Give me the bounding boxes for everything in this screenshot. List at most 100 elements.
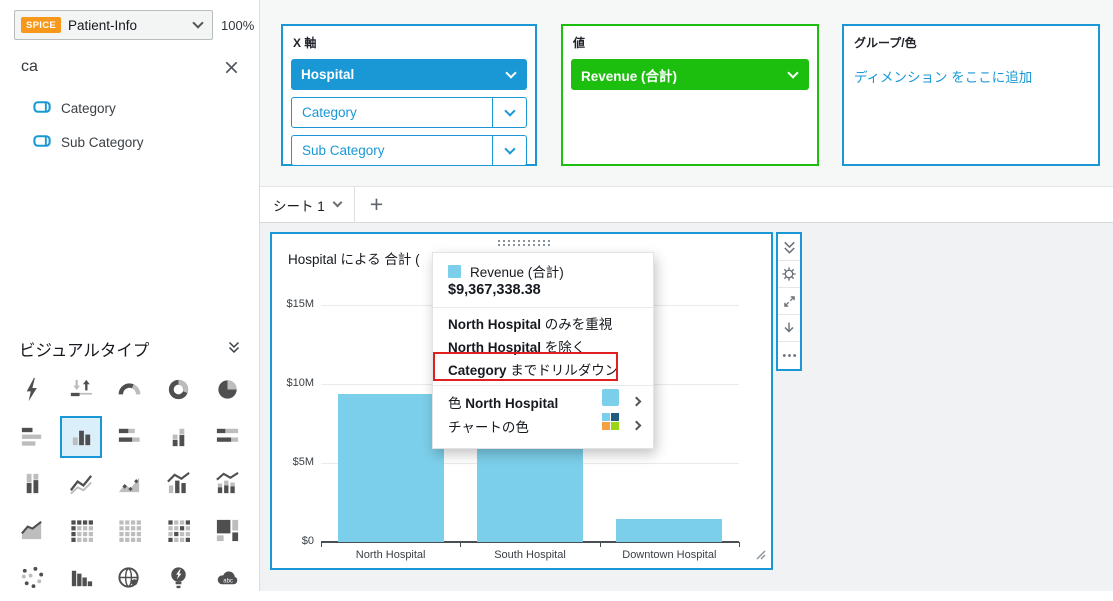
context-menu: Revenue (合計) $9,367,338.38 North Hospita… bbox=[432, 252, 654, 449]
resize-handle[interactable] bbox=[754, 547, 766, 565]
bar-downtown-hospital[interactable] bbox=[616, 518, 723, 542]
y-axis-tick-label: $0 bbox=[301, 535, 314, 547]
field-well-label: X 軸 bbox=[293, 36, 317, 50]
visual-type-horizontal-bar[interactable] bbox=[8, 413, 57, 460]
chevron-down-icon[interactable] bbox=[492, 136, 526, 165]
field-well-group-color: グループ/色 ディメンション をここに追加 bbox=[842, 24, 1100, 166]
visual-type-insights[interactable] bbox=[154, 554, 203, 601]
x-axis-tick bbox=[599, 542, 601, 547]
field-label: Sub Category bbox=[61, 135, 144, 150]
add-dimension-dropzone[interactable]: ディメンション をここに追加 bbox=[854, 70, 1033, 85]
field-well-x-axis: X 軸 Hospital Category Sub Category bbox=[281, 24, 537, 166]
x-axis-category-label: North Hospital bbox=[355, 549, 426, 561]
tab-sheet-1[interactable]: シート 1 bbox=[260, 187, 355, 222]
zoom-level: 100% bbox=[221, 18, 255, 33]
x-axis-category-label: Downtown Hospital bbox=[622, 549, 717, 561]
chevron-down-icon bbox=[787, 66, 799, 79]
visual-type-pie[interactable] bbox=[203, 366, 252, 413]
pill-label: Revenue (合計) bbox=[581, 68, 678, 84]
visual-type-pivot-table[interactable] bbox=[57, 507, 106, 554]
visual-type-treemap[interactable] bbox=[203, 507, 252, 554]
menu-item-chart-colors[interactable]: チャートの色 bbox=[448, 420, 529, 435]
spice-badge: SPICE bbox=[21, 17, 62, 33]
visual-type-area[interactable] bbox=[8, 507, 57, 554]
visual-type-donut[interactable] bbox=[154, 366, 203, 413]
dataset-selector[interactable]: SPICE Patient-Info bbox=[14, 10, 213, 40]
export-icon[interactable] bbox=[778, 315, 800, 342]
field-well-label: グループ/色 bbox=[854, 36, 917, 50]
chevron-right-icon bbox=[631, 393, 642, 408]
pill-label: Category bbox=[302, 105, 357, 120]
color-swatch[interactable] bbox=[602, 389, 619, 406]
y-axis-tick-label: $15M bbox=[286, 298, 314, 310]
datapoint-value: $9,367,338.38 bbox=[448, 282, 541, 298]
x-axis-tick bbox=[460, 542, 462, 547]
visual-type-geospatial-map[interactable] bbox=[106, 554, 155, 601]
field-item-category[interactable]: Category bbox=[33, 100, 144, 117]
dimension-icon bbox=[33, 100, 52, 117]
add-sheet-button[interactable]: + bbox=[369, 191, 384, 217]
svg-text:abc: abc bbox=[223, 579, 233, 585]
clear-search-icon[interactable] bbox=[223, 59, 240, 76]
pill-revenue[interactable]: Revenue (合計) bbox=[571, 59, 809, 90]
pill-hospital[interactable]: Hospital bbox=[291, 59, 527, 90]
visual-type-vertical-bar[interactable] bbox=[57, 413, 106, 460]
visual-type-kpi[interactable] bbox=[57, 366, 106, 413]
visual-type-area-point[interactable] bbox=[106, 460, 155, 507]
visual-type-stacked-bar-line-combo[interactable] bbox=[203, 460, 252, 507]
visual-type-horizontal-stacked-bar[interactable] bbox=[106, 413, 155, 460]
visual-type-autograph[interactable] bbox=[8, 366, 57, 413]
menu-item-color[interactable]: 色 North Hospital bbox=[448, 396, 559, 411]
field-label: Category bbox=[61, 101, 116, 116]
visual-type-scatter[interactable] bbox=[8, 554, 57, 601]
chevron-down-icon[interactable] bbox=[492, 98, 526, 127]
left-panel: SPICE Patient-Info 100% ca Category Sub … bbox=[0, 0, 260, 591]
chevron-down-icon bbox=[332, 197, 343, 208]
visual-type-bar-line-combo[interactable] bbox=[154, 460, 203, 507]
visual-type-line[interactable] bbox=[57, 460, 106, 507]
visual-type-table[interactable] bbox=[106, 507, 155, 554]
visual-types-header: ビジュアルタイプ bbox=[19, 337, 242, 361]
menu-item-drilldown[interactable]: Category までドリルダウン bbox=[448, 363, 619, 378]
menu-divider bbox=[433, 385, 653, 386]
collapse-panel-icon[interactable] bbox=[226, 339, 242, 360]
pill-sub-category[interactable]: Sub Category bbox=[291, 135, 527, 166]
field-item-sub-category[interactable]: Sub Category bbox=[33, 134, 144, 151]
field-list: Category Sub Category bbox=[33, 100, 144, 168]
bar-north-hospital[interactable] bbox=[337, 393, 444, 542]
x-axis-tick bbox=[321, 542, 322, 547]
series-swatch bbox=[448, 264, 461, 278]
x-axis-tick bbox=[739, 542, 740, 547]
palette-swatch[interactable] bbox=[602, 413, 619, 430]
x-axis-category-label: South Hospital bbox=[494, 549, 566, 561]
collapse-icon[interactable] bbox=[778, 234, 800, 261]
settings-icon[interactable] bbox=[778, 261, 800, 288]
field-well-label: 値 bbox=[573, 36, 586, 50]
visual-type-histogram[interactable] bbox=[57, 554, 106, 601]
visual-type-heatmap[interactable] bbox=[154, 507, 203, 554]
visual-title: Hospital による 合計 ( bbox=[288, 252, 420, 267]
menu-item-exclude[interactable]: North Hospital を除く bbox=[448, 340, 586, 355]
visual-type-gauge[interactable] bbox=[106, 366, 155, 413]
visual-types-grid: abc bbox=[8, 366, 252, 601]
visual-type-word-cloud[interactable]: abc bbox=[203, 554, 252, 601]
selected-visual-type-box bbox=[60, 415, 103, 458]
visual-type-horizontal-stacked-100-bar[interactable] bbox=[203, 413, 252, 460]
visual-type-vertical-stacked-100-bar[interactable] bbox=[8, 460, 57, 507]
series-name: Revenue (合計) bbox=[470, 265, 564, 280]
pill-category[interactable]: Category bbox=[291, 97, 527, 128]
sheet-tab-bar: シート 1 + bbox=[260, 186, 1113, 223]
dataset-name: Patient-Info bbox=[68, 17, 138, 33]
visual-types-title: ビジュアルタイプ bbox=[19, 342, 150, 360]
visual-type-vertical-stacked-bar[interactable] bbox=[154, 413, 203, 460]
dimension-icon bbox=[33, 134, 52, 151]
bar-south-hospital[interactable] bbox=[477, 444, 583, 542]
menu-item-focus[interactable]: North Hospital のみを重視 bbox=[448, 317, 613, 332]
maximize-icon[interactable] bbox=[778, 288, 800, 315]
field-search-row: ca bbox=[21, 58, 240, 76]
analysis-canvas: Hospital による 合計 ( $0 $5M $10M $15M North Hos… bbox=[260, 223, 1113, 591]
menu-icon[interactable] bbox=[778, 342, 800, 369]
chevron-right-icon bbox=[631, 417, 642, 432]
search-input[interactable]: ca bbox=[21, 58, 38, 75]
drag-handle[interactable] bbox=[498, 240, 550, 247]
